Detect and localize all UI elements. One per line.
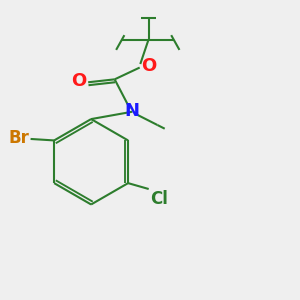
Text: N: N — [125, 102, 140, 120]
Text: O: O — [71, 72, 86, 90]
Text: O: O — [142, 57, 157, 75]
Text: Br: Br — [8, 129, 29, 147]
Text: Cl: Cl — [150, 190, 168, 208]
